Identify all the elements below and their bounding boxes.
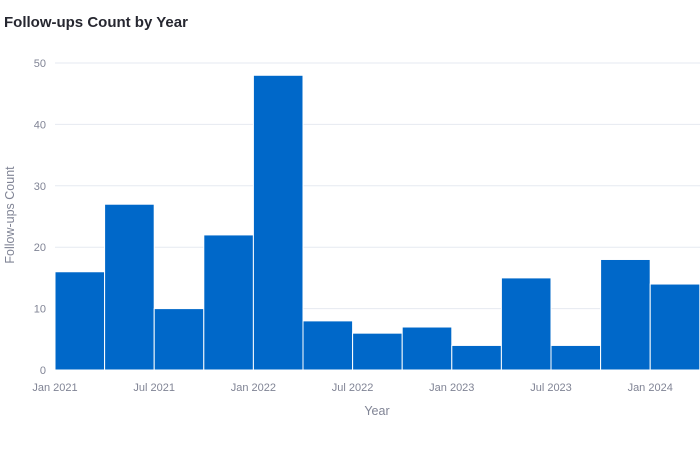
x-tick-label: Jul 2021 [133, 382, 175, 394]
y-axis-title: Follow-ups Count [3, 166, 17, 264]
histogram-bar[interactable] [649, 283, 700, 371]
y-axis-ticks: 0 10 20 30 40 50 [34, 58, 46, 377]
histogram-bar[interactable] [600, 258, 651, 371]
histogram-bar[interactable] [500, 277, 552, 371]
x-tick-label: Jul 2022 [332, 382, 374, 394]
x-tick-label: Jan 2022 [231, 382, 276, 394]
histogram-bar[interactable] [203, 234, 254, 371]
y-tick-label: 10 [34, 304, 46, 316]
histogram-bar[interactable] [451, 344, 502, 371]
x-tick-label: Jan 2024 [628, 382, 673, 394]
histogram-bar[interactable] [54, 271, 106, 371]
x-axis-title: Year [364, 404, 389, 418]
histogram-bar[interactable] [550, 344, 602, 371]
bars [54, 74, 700, 371]
x-axis-ticks: Jan 2021 Jul 2021 Jan 2022 Jul 2022 Jan 2023… [32, 382, 672, 394]
x-tick-label: Jan 2023 [429, 382, 474, 394]
histogram-bar[interactable] [352, 332, 403, 371]
y-tick-label: 20 [34, 242, 46, 254]
histogram-bar[interactable] [302, 320, 354, 371]
histogram-bar[interactable] [401, 326, 453, 371]
y-tick-label: 30 [34, 181, 46, 193]
chart-title: Follow-ups Count by Year [4, 14, 188, 31]
histogram-bar[interactable] [153, 308, 205, 371]
y-tick-label: 50 [34, 58, 46, 70]
y-tick-label: 40 [34, 119, 46, 131]
histogram-bar[interactable] [252, 74, 304, 371]
histogram-bar[interactable] [104, 203, 155, 371]
y-tick-label: 0 [40, 365, 46, 377]
x-tick-label: Jul 2023 [530, 382, 572, 394]
x-tick-label: Jan 2021 [32, 382, 77, 394]
